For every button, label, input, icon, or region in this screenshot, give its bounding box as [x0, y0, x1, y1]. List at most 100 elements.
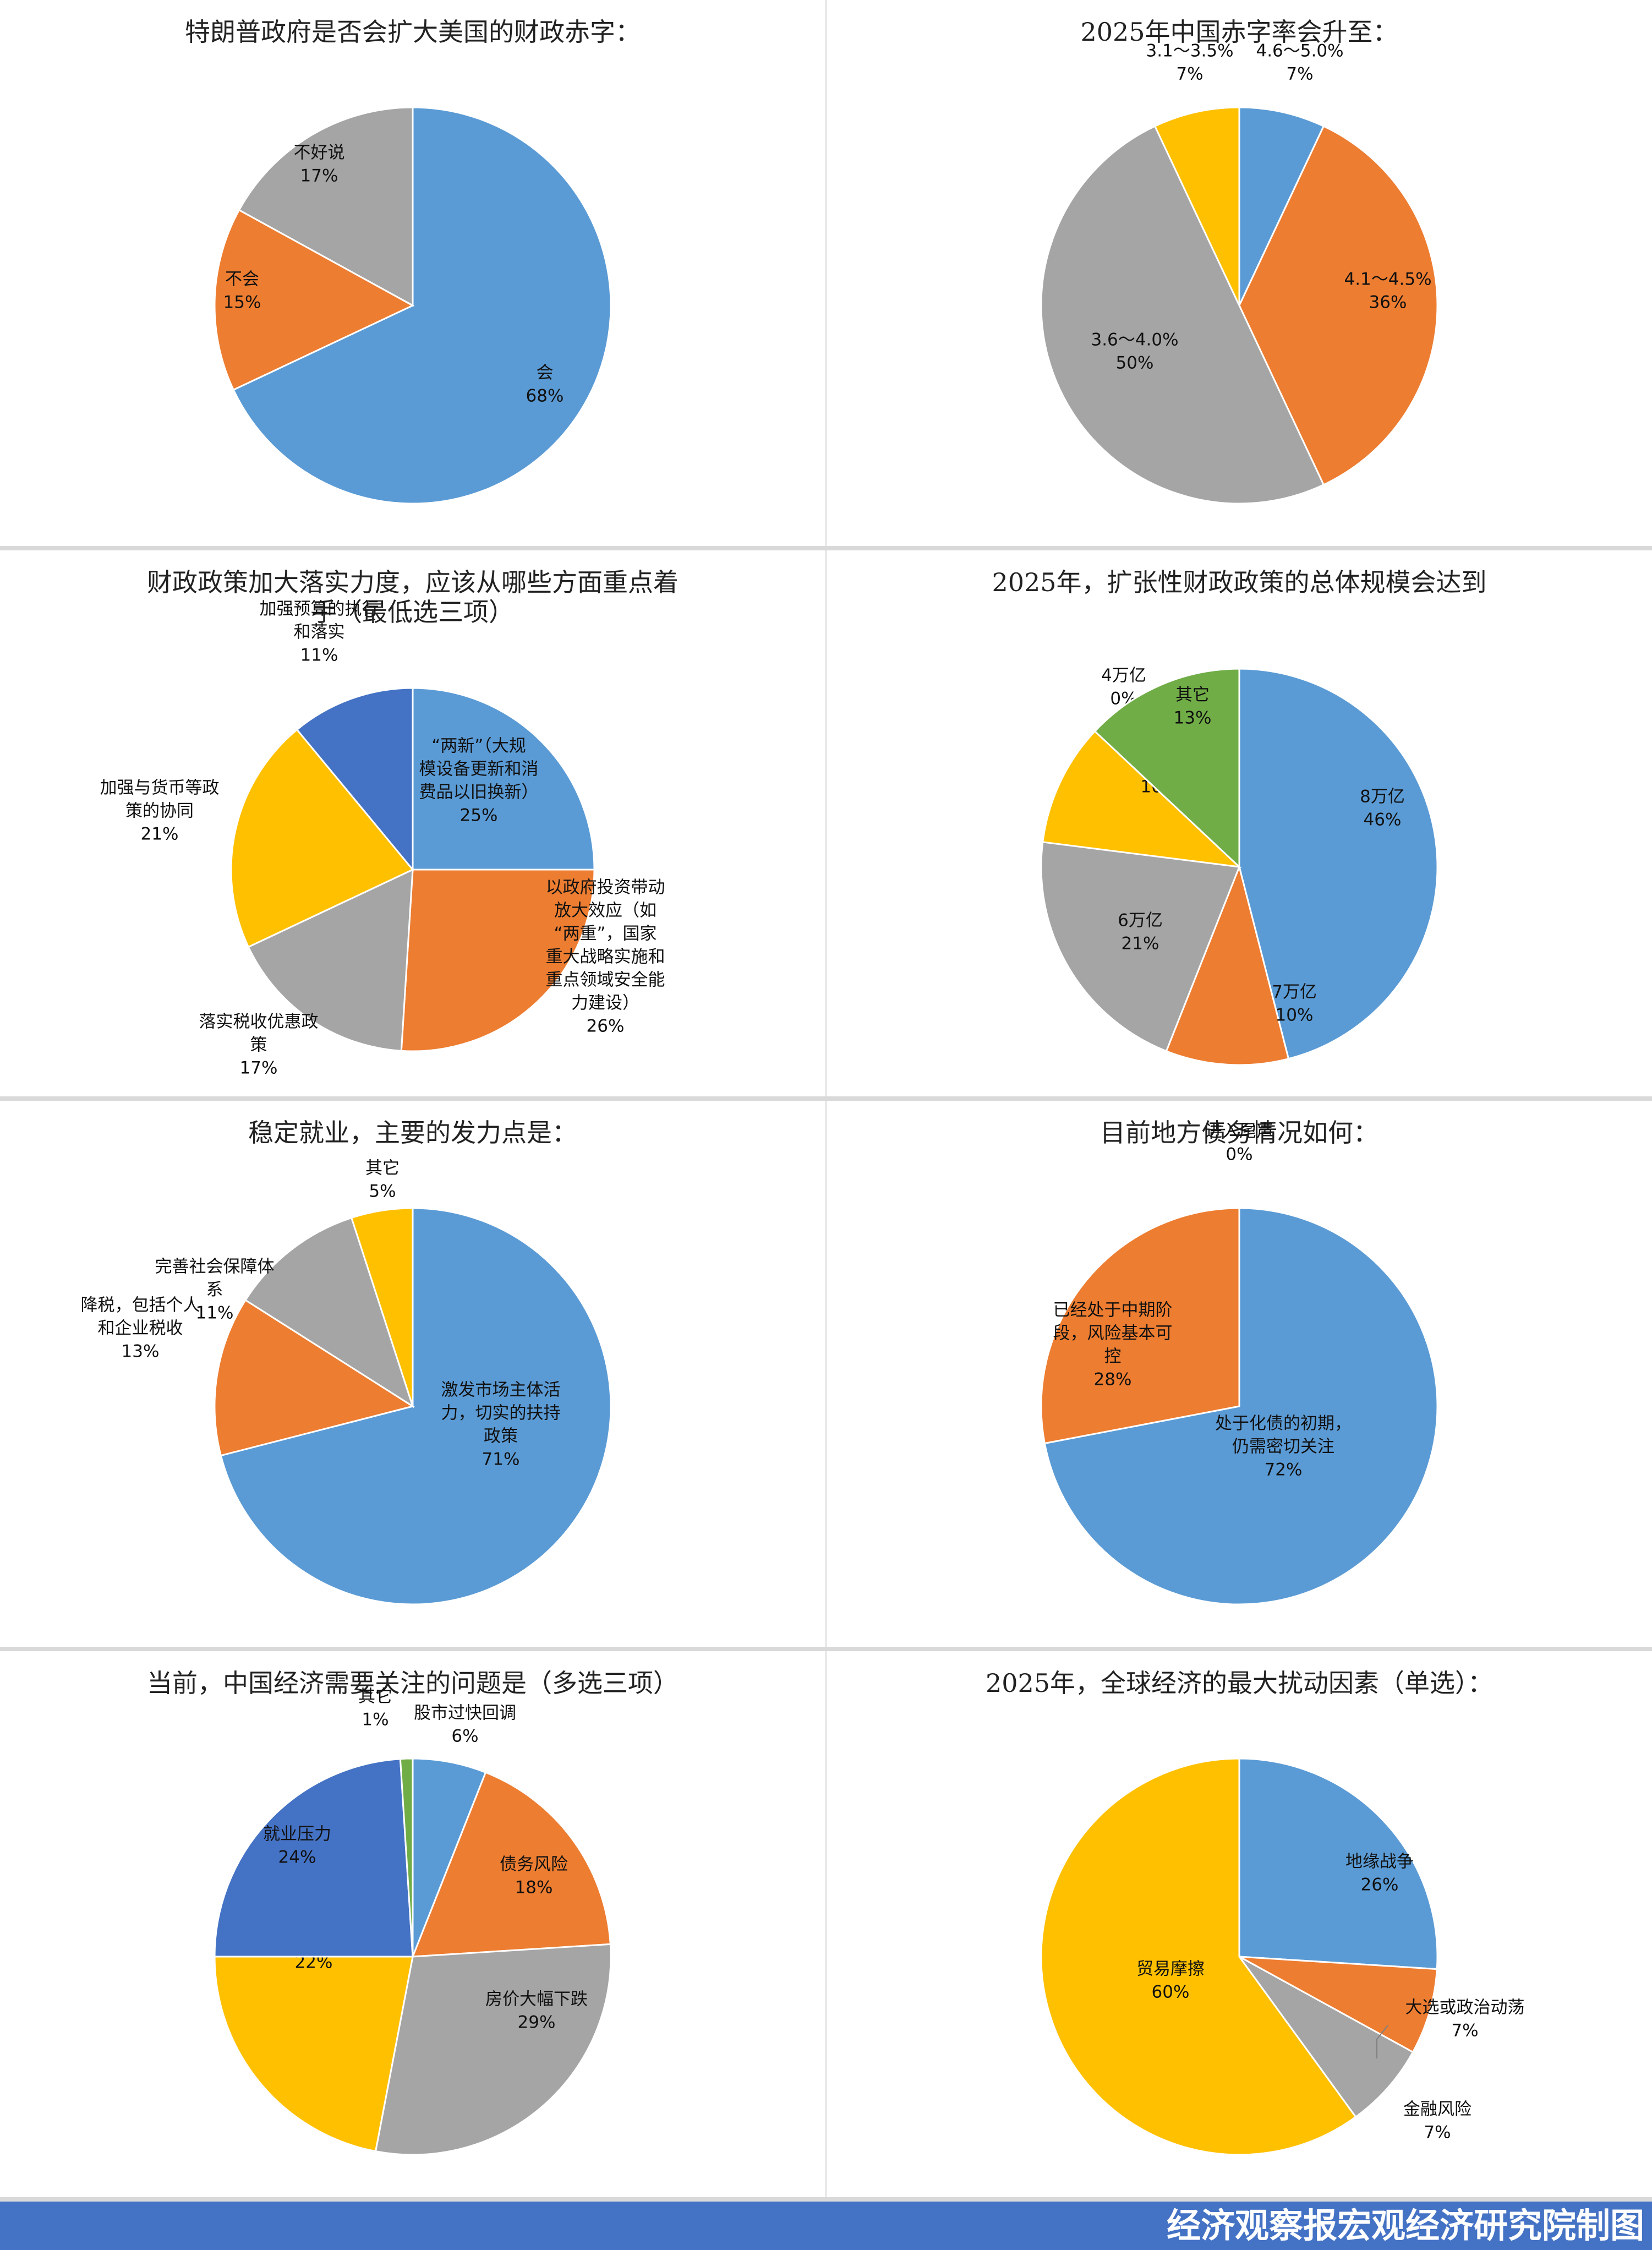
pie-slice: [412, 1757, 487, 1957]
pie-slice: [1239, 1956, 1438, 2054]
pie-slice: [220, 1207, 612, 1605]
slice-percent-label: 17%: [300, 166, 338, 186]
pie-slice: [1040, 1207, 1240, 1445]
slice-category-label: 落实税收优惠政: [199, 1012, 319, 1032]
chart-title: 2025年中国赤字率会升至：: [1080, 17, 1398, 47]
chart-title: 2025年，扩张性财政政策的总体规模会达到: [992, 567, 1486, 597]
pie-slice: [411, 1771, 611, 1958]
slice-category-label: 处于化债的初期，: [1215, 1414, 1352, 1434]
slice-category-label: 房价大幅下跌: [485, 1990, 588, 2009]
slice-category-label: 地缘战争: [1345, 1852, 1414, 1872]
pie-slice: [247, 868, 414, 1052]
pie-slice: [214, 1956, 414, 2153]
slice-category-label: 3.1～3.5%: [1146, 41, 1233, 61]
chart-title: 2025年，全球经济的最大扰动因素（单选）：: [986, 1668, 1493, 1698]
slice-percent-label: 7%: [1286, 64, 1313, 84]
slice-category-label: 段，风险基本可: [1053, 1324, 1173, 1344]
slice-category-label: 已经处于中期阶: [1053, 1301, 1173, 1320]
slice-percent-label: 60%: [1152, 1983, 1190, 2002]
slice-category-label: 力，切实的扶持: [441, 1403, 561, 1423]
pie-slice: [1153, 106, 1240, 306]
footer-credit: 经济观察报宏观经济研究院制图: [1166, 2205, 1644, 2246]
chart-title: 稳定就业，主要的发力点是：: [248, 1118, 577, 1148]
slice-percent-label: 25%: [460, 806, 498, 826]
slice-category-label: 不会: [225, 270, 259, 290]
slice-category-label: 力建设）: [571, 993, 639, 1013]
slice-percent-label: 28%: [1094, 1370, 1132, 1390]
slice-category-label: “两新”（大规: [431, 736, 526, 756]
pie-slice: [400, 869, 595, 1052]
pie-slice: [1040, 1757, 1357, 2156]
slice-category-label: 策的协同: [125, 801, 194, 821]
slice-percent-label: 17%: [240, 1058, 278, 1078]
pie-slice: [412, 687, 595, 871]
slice-category-label: 仍需密切关注: [1232, 1437, 1334, 1457]
slice-percent-label: 50%: [1116, 353, 1154, 373]
slice-category-label: “两重”，国家: [554, 924, 657, 944]
slice-percent-label: 1%: [362, 1710, 389, 1730]
slice-percent-label: 26%: [587, 1017, 625, 1036]
pie-slice: [350, 1207, 414, 1407]
slice-percent-label: 11%: [196, 1303, 234, 1323]
slice-category-label: 激发市场主体活: [441, 1380, 561, 1400]
slice-percent-label: 0%: [1226, 1145, 1252, 1165]
pie-slice: [1238, 668, 1438, 1060]
slice-percent-label: 72%: [1265, 1460, 1303, 1480]
slice-category-label: 和企业税收: [98, 1319, 183, 1339]
pie-slice: [1040, 125, 1325, 505]
slice-category-label: 就业压力: [263, 1825, 331, 1844]
slice-percent-label: 36%: [1369, 293, 1407, 313]
pie-slice: [1238, 125, 1438, 486]
slice-percent-label: 26%: [1361, 1875, 1399, 1895]
slice-category-label: 6万亿: [1118, 911, 1163, 931]
slice-percent-label: 10%: [1276, 1006, 1314, 1025]
slice-category-label: 其它: [365, 1159, 400, 1178]
chart-title: 目前地方债务情况如何：: [1100, 1118, 1379, 1148]
chart-panel-7: 当前，中国经济需要关注的问题是（多选三项） 股市过快回调 6% 债务风险 18% 房价大幅…: [0, 1651, 825, 2202]
slice-percent-label: 68%: [526, 386, 564, 406]
slice-category-label: 和落实: [294, 622, 345, 642]
slice-category-label: 系: [206, 1280, 223, 1300]
chart-panel-1: 特朗普政府是否会扩大美国的财政赤字： 会 68% 不会 15% 不好说 17%: [0, 0, 825, 550]
slice-category-label: 贸易摩擦: [1136, 1959, 1205, 1979]
slice-percent-label: 11%: [300, 646, 338, 665]
chart-panel-6: 目前地方债务情况如何： 处于化债的初期， 仍需密切关注 72% 已经处于中期阶 段，风险基…: [827, 1101, 1652, 1651]
slice-category-label: 模设备更新和消: [419, 760, 539, 779]
pie-chart-6: 目前地方债务情况如何： 处于化债的初期， 仍需密切关注 72% 已经处于中期阶段，风险基…: [1040, 1118, 1438, 1605]
pie-chart-8: 2025年，全球经济的最大扰动因素（单选）： 地缘战争 26% 大选或政治动荡 7% 金融…: [986, 1668, 1525, 2156]
pie-slice: [244, 1216, 414, 1408]
pie-slice: [238, 106, 414, 307]
footer-bar: 经济观察报宏观经济研究院制图: [0, 2202, 1652, 2250]
slice-category-label: 控: [1104, 1347, 1122, 1367]
pie-slice: [1093, 668, 1240, 869]
chart-panel-5: 稳定就业，主要的发力点是： 激发市场主体活 力，切实的扶持 政策 71% 降税，包括个人和…: [0, 1101, 825, 1651]
chart-panel-3: 财政政策加大落实力度，应该从哪些方面重点着 手（最低选三项） “两新”（大规 模设备更…: [0, 550, 825, 1101]
pie-slice: [232, 106, 612, 505]
slice-percent-label: 7%: [1424, 2123, 1451, 2143]
slice-category-label: 不好说: [294, 143, 345, 163]
slice-category-label: 完善社会保障体: [155, 1257, 275, 1277]
slice-category-label: 放大效应（如: [554, 901, 657, 921]
slice-category-label: 进入尾声: [1205, 1122, 1273, 1142]
slice-percent-label: 5%: [369, 1182, 396, 1202]
chart-title: 手（最低选三项）: [311, 597, 514, 627]
pie-slice: [230, 728, 414, 948]
chart-panel-4: 2025年，扩张性财政政策的总体规模会达到8万亿46%7万亿10%6万亿21%5…: [827, 550, 1652, 1101]
slice-category-label: 4万亿: [1101, 666, 1146, 686]
pie-slice: [1238, 1757, 1438, 1970]
pie-slice: [1165, 864, 1290, 1066]
slice-percent-label: 24%: [278, 1848, 316, 1867]
slice-percent-label: 18%: [515, 1878, 553, 1898]
slice-category-label: 重大战略实施和: [546, 947, 665, 967]
slice-percent-label: 13%: [122, 1342, 160, 1362]
slice-category-label: 费品以旧换新）: [419, 783, 539, 802]
pie-slice: [214, 1758, 414, 1958]
slice-percent-label: 21%: [141, 824, 179, 844]
pie-chart-7: 当前，中国经济需要关注的问题是（多选三项） 股市过快回调 6% 债务风险 18% 房价大幅…: [147, 1668, 679, 2156]
chart-grid: 特朗普政府是否会扩大美国的财政赤字： 会 68% 不会 15% 不好说 17% 2025年中…: [0, 0, 1652, 2202]
slice-percent-label: 15%: [223, 293, 261, 313]
slice-category-label: 加强预算的执行: [260, 599, 379, 619]
slice-category-label: 重点领域安全能: [546, 970, 665, 990]
